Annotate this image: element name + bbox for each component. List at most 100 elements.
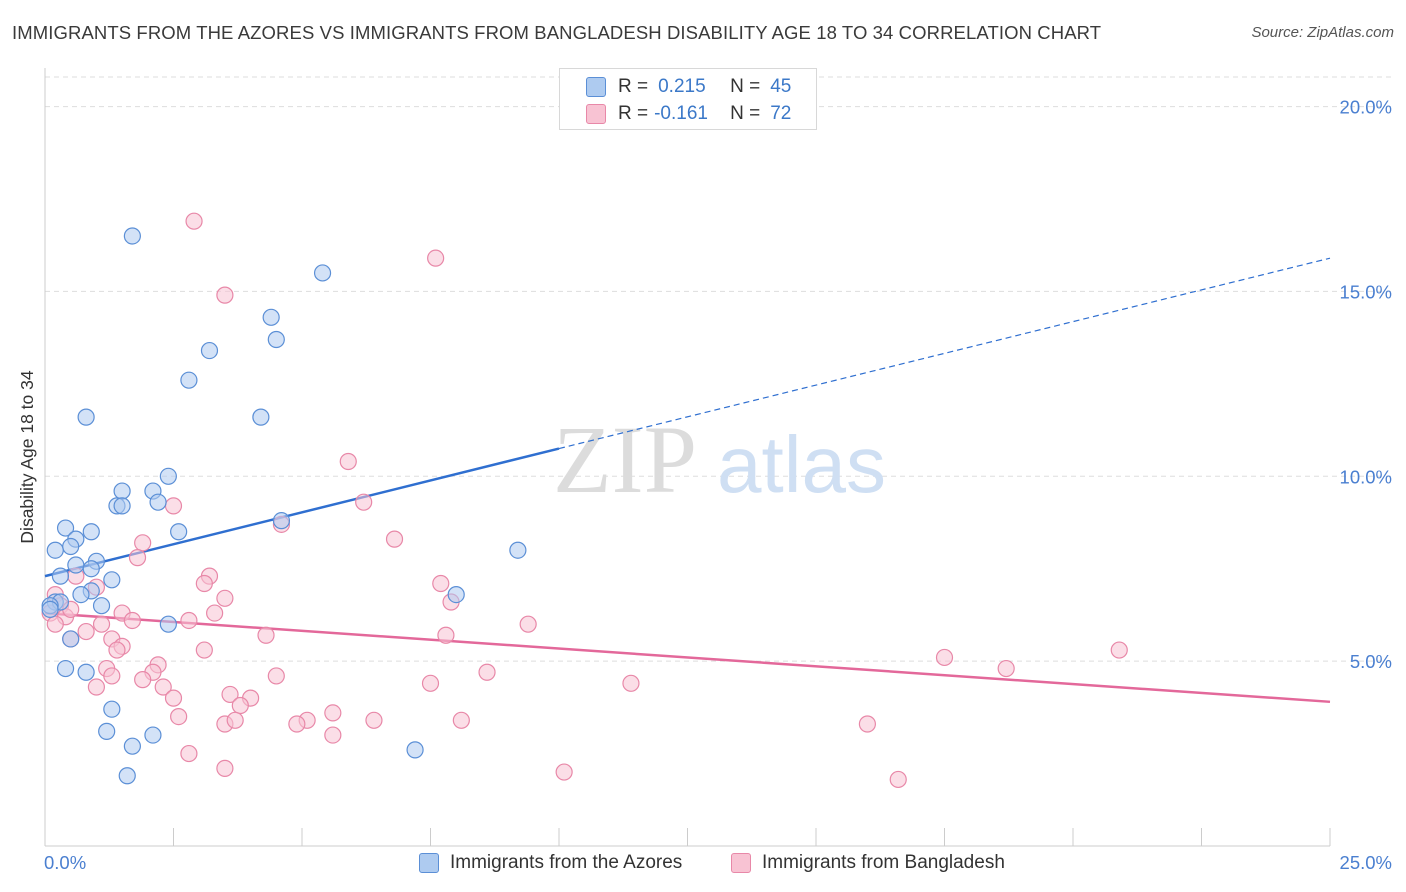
trend-line-azores-dashed [558,257,1331,450]
point-bangladesh [87,678,106,696]
stats-n-label: N = [730,76,761,97]
point-bangladesh [355,493,373,511]
point-bangladesh [1110,641,1128,659]
point-bangladesh [997,659,1015,678]
point-azores [159,467,177,485]
point-azores [62,630,80,648]
point-bangladesh [324,726,342,744]
point-azores [170,523,188,541]
point-azores [82,523,100,541]
point-bangladesh [288,715,306,733]
point-bangladesh [123,611,141,630]
point-azores [272,512,291,530]
point-azores [509,541,527,559]
legend-swatch-azores [419,853,439,873]
point-bangladesh [216,759,234,777]
chart-title: IMMIGRANTS FROM THE AZORES VS IMMIGRANTS… [12,22,1102,43]
legend-item-bangladesh[interactable]: Immigrants from Bangladesh [731,850,1005,876]
point-azores [159,615,177,633]
legend-item-azores[interactable]: Immigrants from the Azores [419,850,682,876]
point-azores [103,700,121,718]
point-bangladesh [216,589,234,607]
stats-r-value: 0.215 [658,76,706,97]
point-azores [149,493,167,511]
point-azores [267,330,285,349]
point-azores [82,560,100,578]
point-azores [118,767,136,785]
point-azores [56,519,75,537]
stats-box: R = 0.215 N = 45 R = -0.161 N = 72 [559,68,817,130]
point-bangladesh [519,615,537,633]
point-bangladesh [128,549,147,567]
point-azores [46,541,64,559]
point-bangladesh [858,715,877,733]
point-azores [113,497,131,515]
point-bangladesh [324,704,342,722]
point-bangladesh [108,641,126,659]
point-bangladesh [164,497,183,515]
point-bangladesh [339,452,357,471]
point-bangladesh [180,744,198,763]
point-azores [98,722,116,740]
point-bangladesh [432,574,450,593]
point-bangladesh [427,249,445,267]
point-bangladesh [365,711,383,729]
point-bangladesh [555,763,573,781]
y-tick-label: 15.0% [1340,281,1392,302]
point-azores [313,264,332,282]
point-bangladesh [103,667,121,685]
point-bangladesh [195,574,213,593]
stats-r-value: -0.161 [654,103,708,124]
point-bangladesh [437,626,455,644]
point-azores [103,571,121,589]
point-bangladesh [46,615,64,633]
x-tick-label: 25.0% [1340,852,1392,873]
watermark-atlas: atlas [717,420,886,509]
legend-label-bangladesh: Immigrants from Bangladesh [762,852,1005,873]
point-azores [77,663,95,681]
watermark-zip: ZIP [553,406,697,513]
point-azores [200,341,219,360]
point-bangladesh [889,770,907,789]
point-bangladesh [257,626,275,644]
point-bangladesh [154,678,172,696]
x-tick-label: 0.0% [44,852,86,873]
point-azores [56,659,75,678]
point-azores [144,726,162,744]
point-azores [252,408,270,426]
point-bangladesh [622,674,640,692]
point-bangladesh [231,696,249,715]
point-bangladesh [452,711,470,729]
watermark: ZIP atlas [553,406,886,513]
point-azores [77,408,95,426]
point-bangladesh [216,286,234,304]
point-azores [41,600,59,618]
stats-r-label: R = [618,76,649,97]
point-bangladesh [206,604,224,622]
point-azores [123,737,141,755]
stats-swatch-azores [586,77,606,97]
point-azores [51,567,70,585]
y-tick-label: 5.0% [1350,651,1392,672]
point-bangladesh [180,611,198,630]
point-azores [406,741,424,759]
point-azores [262,308,280,326]
point-bangladesh [170,708,188,726]
point-azores [123,227,141,245]
point-bangladesh [935,648,954,667]
legend-swatch-bangladesh [731,853,751,873]
axes [44,68,1331,847]
y-tick-label: 10.0% [1340,466,1392,487]
stats-n-value: 72 [770,103,792,124]
source-label: Source: ZipAtlas.com [1251,24,1394,41]
stats-row-azores: R = 0.215 N = 45 [560,74,791,100]
point-bangladesh [134,671,152,689]
y-tick-label: 20.0% [1340,97,1392,118]
point-bangladesh [226,711,244,729]
point-azores [72,585,90,604]
point-bangladesh [134,534,152,552]
point-azores [180,371,198,389]
point-azores [447,585,465,604]
stats-n-value: 45 [770,76,792,97]
